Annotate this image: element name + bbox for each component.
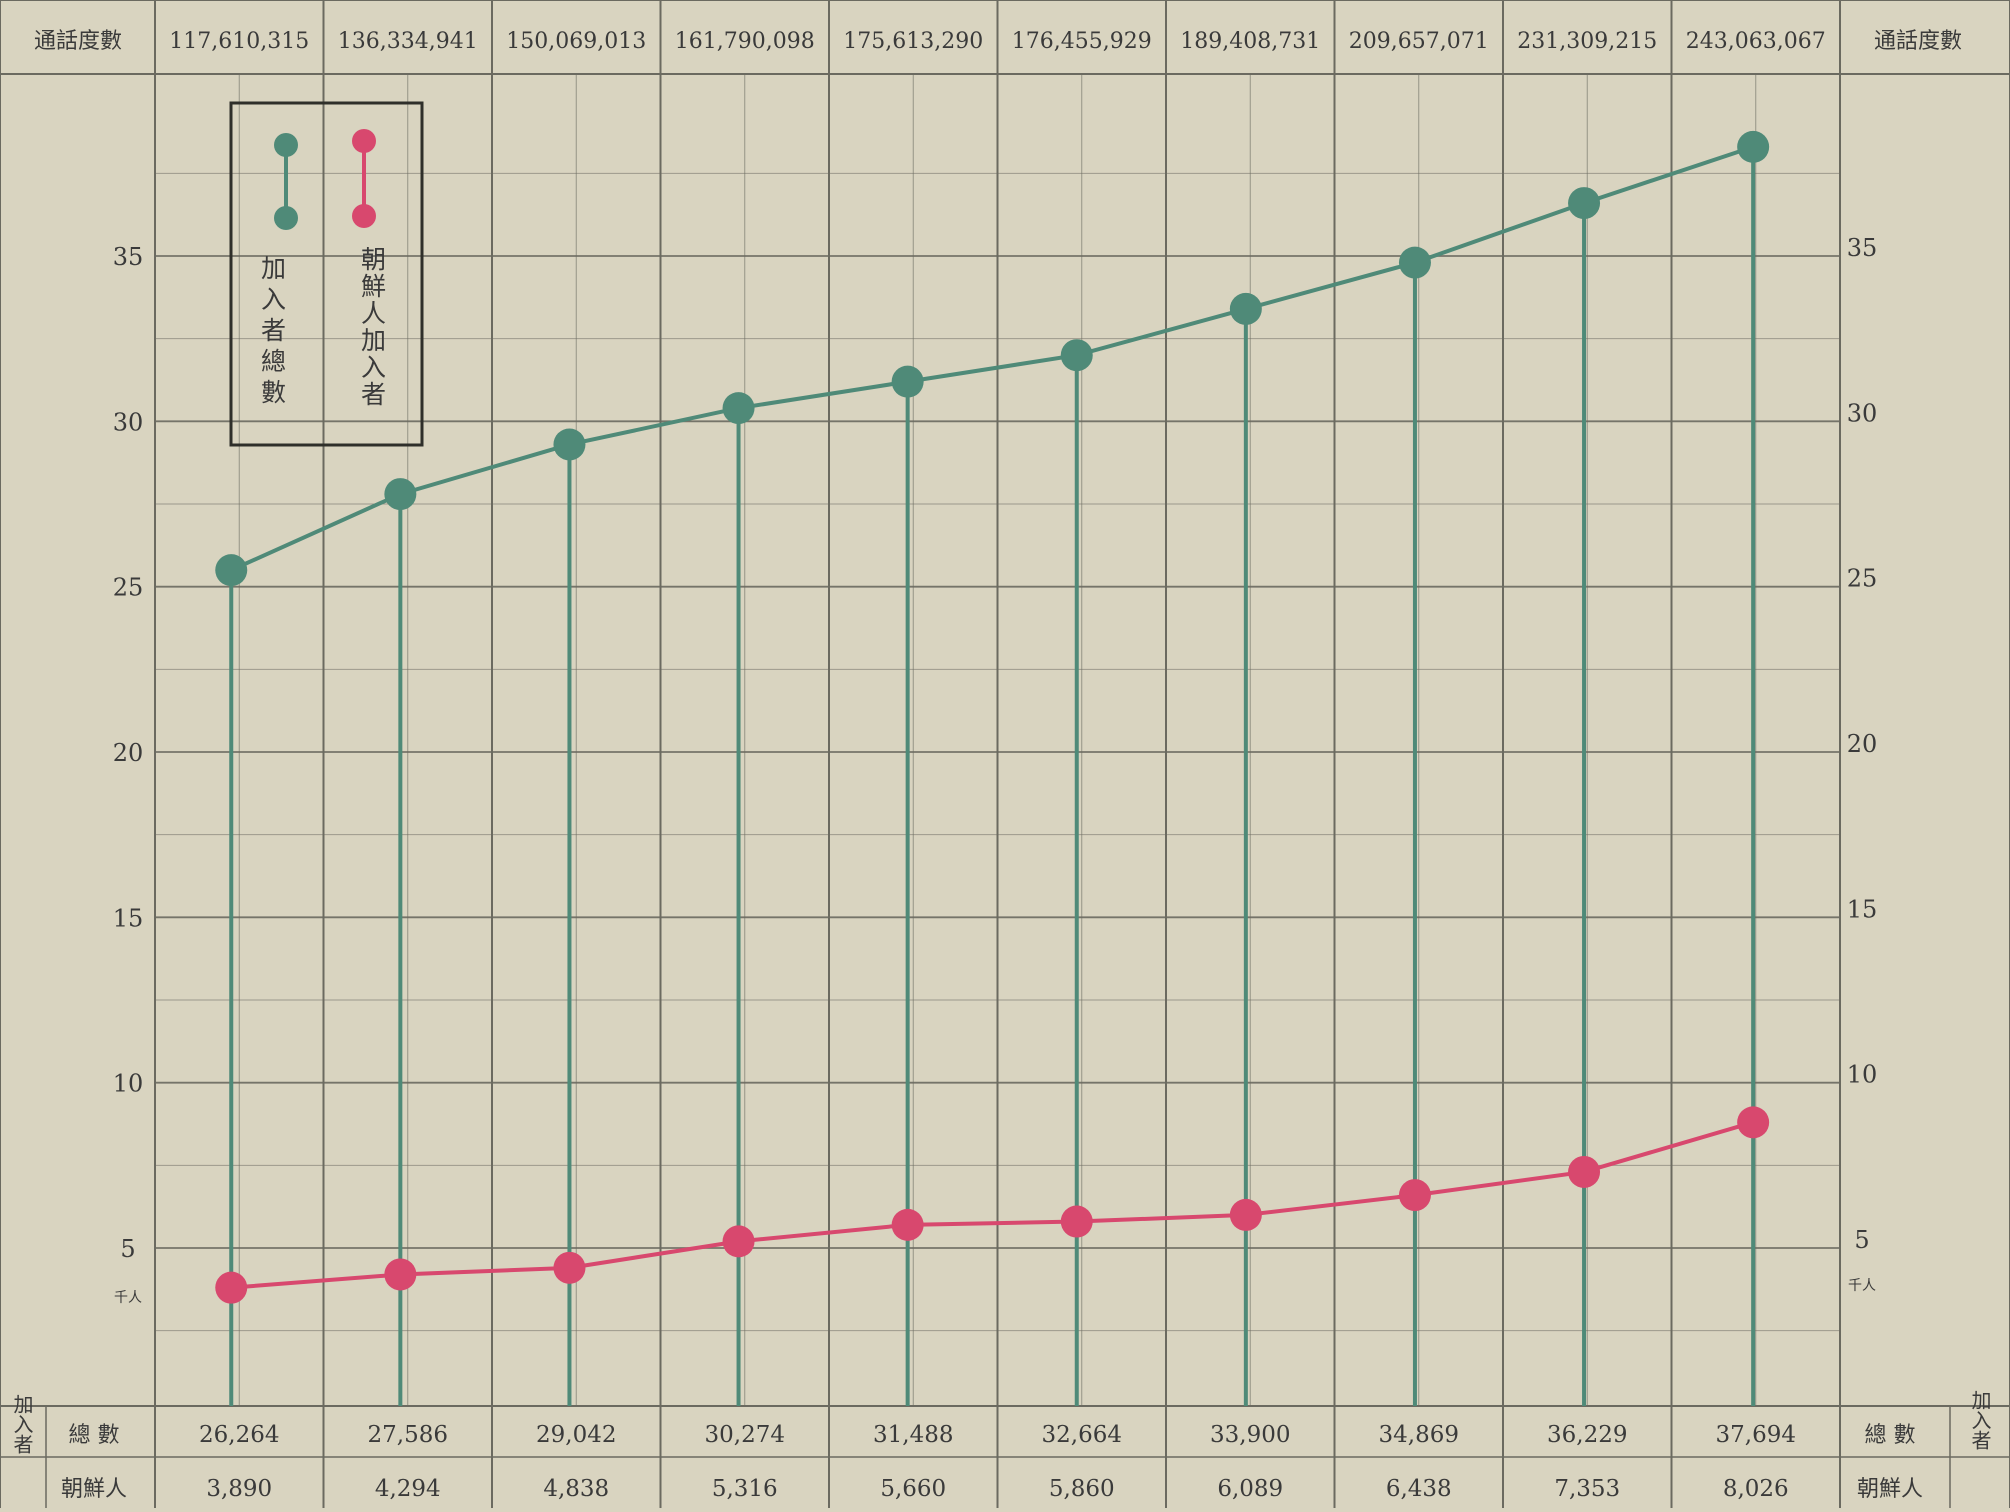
footer-korean-row-label: 朝鮮人: [61, 1477, 127, 1502]
korean-series-line: [231, 1120, 1754, 1290]
korean-data-point: [1737, 1106, 1770, 1139]
call-count-cell: 231,309,215: [1517, 29, 1657, 54]
y-unit-label-right: 千人: [1848, 1278, 1876, 1294]
y-tick-label-right: 10: [1847, 1061, 1878, 1089]
total-data-point: [891, 365, 924, 398]
total-data-point: [215, 554, 248, 587]
legend-box: [229, 101, 424, 447]
y-tick-label-right: 25: [1847, 565, 1878, 593]
total-data-point: [1568, 187, 1601, 220]
total-data-point: [722, 392, 755, 425]
call-count-cell: 176,455,929: [1012, 29, 1152, 54]
total-subscribers-cell: 37,694: [1716, 1422, 1796, 1448]
total-subscribers-cell: 34,869: [1379, 1422, 1459, 1448]
korean-subscribers-cell: 3,890: [206, 1476, 272, 1502]
total-data-point: [1737, 130, 1770, 163]
legend-total-label: 加入者總數: [258, 255, 287, 410]
korean-data-point: [215, 1271, 248, 1304]
y-tick-label-right: 20: [1847, 730, 1878, 758]
korean-data-point: [384, 1258, 417, 1291]
total-data-point: [1398, 246, 1431, 279]
call-count-cell: 189,408,731: [1180, 29, 1320, 54]
korean-data-point: [1229, 1198, 1262, 1231]
total-subscribers-cell: 26,264: [199, 1422, 279, 1448]
y-tick-label-left: 20: [113, 739, 144, 767]
footer-group-label-left: 加入者: [10, 1394, 34, 1454]
footer-group-label-right: 加入者: [1968, 1390, 1992, 1450]
korean-subscribers-cell: 5,860: [1049, 1476, 1115, 1502]
total-data-point: [1229, 292, 1262, 325]
call-count-cell: 150,069,013: [506, 29, 646, 54]
call-count-cell: 175,613,290: [843, 29, 983, 54]
legend-korean-marker-top: [352, 129, 376, 153]
korean-subscribers-cell: 4,838: [543, 1476, 609, 1502]
call-count-cell: 209,657,071: [1349, 29, 1489, 54]
total-series-line: [230, 144, 1754, 572]
korean-subscribers-cell: 6,089: [1217, 1476, 1283, 1502]
y-tick-label-right: 15: [1847, 895, 1878, 923]
total-data-point: [553, 428, 586, 461]
legend-korean-marker-bottom: [352, 204, 376, 228]
y-tick-label-left: 10: [113, 1070, 144, 1098]
y-tick-label-right: 5: [1854, 1226, 1869, 1254]
korean-subscribers-cell: 7,353: [1554, 1476, 1620, 1502]
call-count-cell: 117,610,315: [169, 29, 309, 54]
y-tick-label-left: 25: [113, 574, 144, 602]
korean-subscribers-cell: 5,660: [880, 1476, 946, 1502]
y-tick-label-left: 35: [113, 243, 144, 271]
footer-korean-row-label-right: 朝鮮人: [1857, 1477, 1923, 1502]
call-count-cell: 161,790,098: [675, 29, 815, 54]
total-data-point: [1060, 339, 1093, 372]
legend-total-marker-bottom: [274, 206, 298, 230]
data-table-layer: 通話度數 通話度數 總 數 朝鮮人 總 數 朝鮮人 117,610,315 136…: [10, 29, 1992, 1502]
total-subscribers-cell: 32,664: [1042, 1422, 1122, 1448]
korean-subscribers-cell: 6,438: [1386, 1476, 1452, 1502]
y-tick-label-left: 15: [113, 904, 144, 932]
korean-subscribers-cell: 5,316: [712, 1476, 778, 1502]
korean-data-point: [722, 1225, 755, 1258]
legend: 加入者總數 朝鮮人加入者: [229, 101, 424, 447]
y-unit-label-left: 千人: [114, 1290, 142, 1306]
korean-data-point: [1568, 1155, 1601, 1188]
footer-total-row-label-right: 總 數: [1865, 1423, 1916, 1448]
y-tick-label-right: 35: [1847, 234, 1878, 262]
footer-total-row-label: 總 數: [69, 1423, 120, 1448]
korean-data-point: [1060, 1205, 1093, 1238]
total-subscribers-cell: 27,586: [368, 1422, 448, 1448]
korean-data-point: [553, 1251, 586, 1284]
legend-korean-label: 朝鮮人加入者: [358, 246, 387, 408]
total-subscribers-cell: 29,042: [536, 1422, 616, 1448]
header-row-label-left: 通話度數: [34, 29, 122, 54]
y-tick-label-right: 30: [1847, 399, 1878, 427]
legend-total-marker-top: [274, 133, 298, 157]
total-data-point: [384, 478, 417, 511]
korean-subscribers-cell: 8,026: [1723, 1476, 1789, 1502]
korean-subscribers-cell: 4,294: [375, 1476, 441, 1502]
call-count-cell: 136,334,941: [338, 29, 478, 54]
korean-data-point: [891, 1208, 924, 1241]
series-layer: [215, 130, 1770, 1406]
korean-data-point: [1398, 1179, 1431, 1212]
y-tick-label-left: 30: [113, 408, 144, 436]
total-subscribers-cell: 30,274: [705, 1422, 785, 1448]
y-tick-label-left: 5: [120, 1235, 135, 1263]
header-row-label-right: 通話度數: [1874, 29, 1962, 54]
total-subscribers-cell: 33,900: [1210, 1422, 1290, 1448]
total-subscribers-cell: 36,229: [1547, 1422, 1627, 1448]
call-count-cell: 243,063,067: [1686, 29, 1826, 54]
total-subscribers-cell: 31,488: [873, 1422, 953, 1448]
